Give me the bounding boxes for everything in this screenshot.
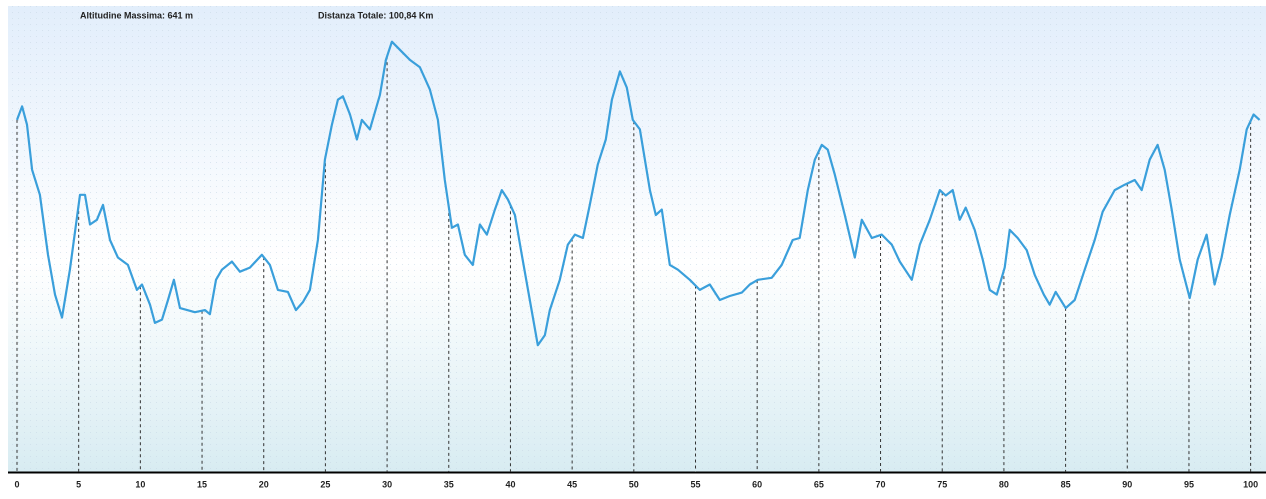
- x-tick-label: 40: [505, 479, 515, 489]
- x-tick-label: 30: [382, 479, 392, 489]
- x-tick-label: 95: [1184, 479, 1194, 489]
- x-tick-label: 35: [444, 479, 454, 489]
- x-tick-label: 0: [14, 479, 19, 489]
- x-tick-label: 10: [135, 479, 145, 489]
- chart-subtitle: Distanza Totale: 100,84 Km: [318, 10, 433, 20]
- x-tick-label: 50: [629, 479, 639, 489]
- x-tick-label: 5: [76, 479, 81, 489]
- x-tick-label: 20: [259, 479, 269, 489]
- x-tick-label: 45: [567, 479, 577, 489]
- x-tick-label: 60: [752, 479, 762, 489]
- chart-title: Altitudine Massima: 641 m: [80, 10, 193, 20]
- x-tick-label: 55: [690, 479, 700, 489]
- x-tick-label: 15: [197, 479, 207, 489]
- x-tick-label: 75: [937, 479, 947, 489]
- elevation-line: [15, 40, 1261, 347]
- x-tick-label: 70: [876, 479, 886, 489]
- x-tick-label: 25: [320, 479, 330, 489]
- x-tick-label: 85: [1061, 479, 1071, 489]
- x-tick-label: 90: [1122, 479, 1132, 489]
- plot-grid: [8, 6, 1266, 472]
- x-tick-label: 80: [999, 479, 1009, 489]
- x-tick-label: 65: [814, 479, 824, 489]
- x-tick-label: 100: [1243, 479, 1258, 489]
